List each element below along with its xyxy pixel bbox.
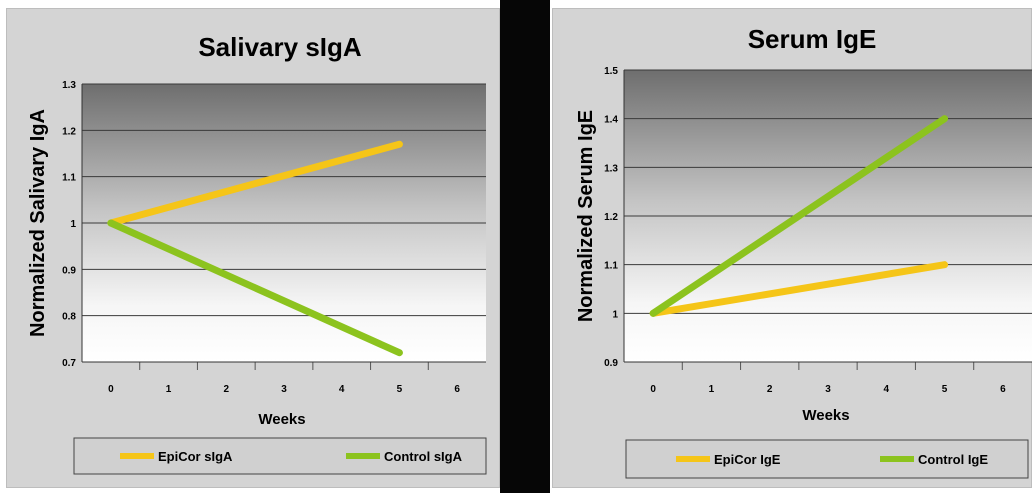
y-tick-label: 1.3 <box>62 80 76 91</box>
x-axis-label: Weeks <box>258 411 305 428</box>
y-tick-label: 1.5 <box>604 66 618 77</box>
y-tick-label: 1 <box>612 309 618 320</box>
x-tick-label: 0 <box>650 384 656 395</box>
series-line-control-ige <box>649 115 949 317</box>
y-axis-label: Normalized Serum IgE <box>575 110 597 322</box>
panel-divider <box>500 0 550 493</box>
legend-label: Control IgE <box>918 452 988 467</box>
x-tick-label: 6 <box>1000 384 1006 395</box>
x-tick-label: 3 <box>281 384 287 395</box>
chart-title: Serum IgE <box>748 24 877 54</box>
x-tick-label: 6 <box>454 384 460 395</box>
y-tick-label: 1.4 <box>604 115 618 126</box>
x-tick-label: 3 <box>825 384 831 395</box>
x-axis-label: Weeks <box>802 407 849 424</box>
y-tick-label: 1 <box>70 219 76 230</box>
x-tick-label: 2 <box>224 384 230 395</box>
x-tick-label: 1 <box>709 384 715 395</box>
x-tick-label: 0 <box>108 384 114 395</box>
series-line-epicor-siga <box>107 140 403 227</box>
y-tick-label: 1.3 <box>604 163 618 174</box>
x-tick-label: 5 <box>942 384 948 395</box>
y-tick-label: 1.1 <box>604 261 618 272</box>
x-tick-label: 2 <box>767 384 773 395</box>
x-tick-label: 4 <box>884 384 890 395</box>
legend-label: EpiCor sIgA <box>158 449 233 464</box>
series-line-control-siga <box>107 219 403 357</box>
legend-label: EpiCor IgE <box>714 452 781 467</box>
series-line-epicor-ige <box>649 261 949 317</box>
y-tick-label: 1.2 <box>62 126 76 137</box>
y-tick-label: 1.1 <box>62 173 76 184</box>
legend-label: Control sIgA <box>384 449 463 464</box>
y-tick-label: 1.2 <box>604 212 618 223</box>
x-tick-label: 4 <box>339 384 345 395</box>
y-axis-label: Normalized Salivary IgA <box>27 109 49 337</box>
x-tick-label: 5 <box>397 384 403 395</box>
x-tick-label: 1 <box>166 384 172 395</box>
chart-title: Salivary sIgA <box>198 32 362 62</box>
y-tick-label: 0.9 <box>62 265 76 276</box>
y-tick-label: 0.9 <box>604 358 618 369</box>
y-tick-label: 0.8 <box>62 312 76 323</box>
y-tick-label: 0.7 <box>62 358 76 369</box>
